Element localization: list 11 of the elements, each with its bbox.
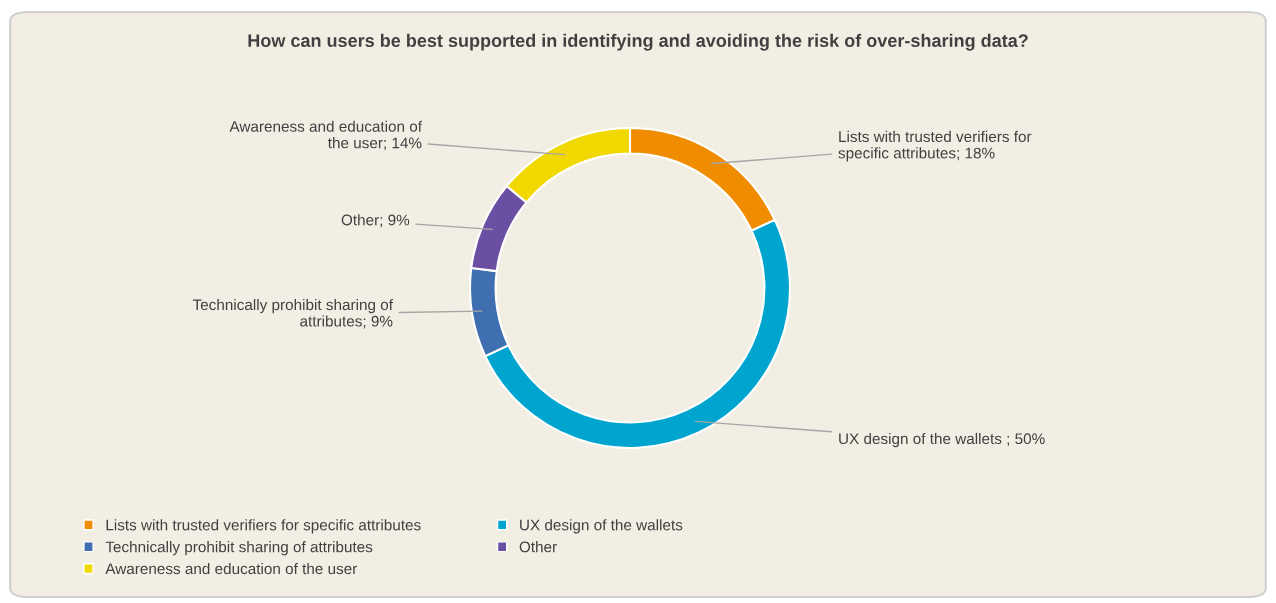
- data-label: UX design of the wallets ; 50%: [839, 432, 1045, 448]
- data-label: Technically prohibit sharing of attributes; 9%: [192, 298, 393, 329]
- chart-title: How can users be best supported in identifying and avoiding the risk of over-sharing data?: [248, 33, 1028, 51]
- legend-label: Awareness and education of the user: [105, 562, 358, 575]
- data-label: Other; 9%: [341, 214, 410, 228]
- legend-label: Technically prohibit sharing of attributes: [105, 541, 373, 556]
- data-label: Awareness and education of the user; 14%: [229, 120, 423, 151]
- data-label: Lists with trusted verifiers for specific attributes; 18%: [838, 130, 1032, 162]
- legend-label: Lists with trusted verifiers for specific attributes: [106, 519, 421, 534]
- legend-label: UX design of the wallets: [520, 519, 683, 534]
- legend-label: Other: [519, 541, 557, 553]
